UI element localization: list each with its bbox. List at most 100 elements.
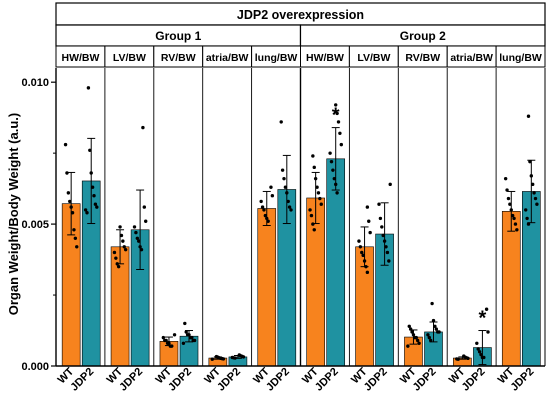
data-point bbox=[311, 222, 315, 226]
data-point bbox=[221, 357, 226, 361]
data-point bbox=[262, 208, 266, 212]
data-point bbox=[187, 333, 191, 337]
data-point bbox=[529, 174, 534, 178]
data-point bbox=[167, 341, 171, 345]
data-point bbox=[312, 228, 316, 232]
data-point bbox=[430, 301, 434, 306]
data-point bbox=[508, 202, 512, 206]
data-point bbox=[382, 239, 387, 243]
data-point bbox=[364, 264, 368, 269]
data-point bbox=[318, 196, 322, 201]
organ-label: lung/BW bbox=[255, 52, 298, 64]
data-point bbox=[190, 335, 194, 340]
data-point bbox=[164, 338, 168, 343]
data-point bbox=[335, 191, 339, 195]
data-point bbox=[431, 318, 436, 323]
data-point bbox=[65, 171, 69, 175]
data-point bbox=[184, 330, 188, 334]
data-point bbox=[385, 250, 390, 255]
data-point bbox=[88, 148, 92, 153]
data-point bbox=[384, 245, 388, 249]
data-point bbox=[66, 191, 71, 195]
organ-box bbox=[495, 45, 546, 68]
data-point bbox=[510, 213, 515, 218]
data-point bbox=[69, 205, 73, 209]
data-point bbox=[259, 199, 263, 204]
bar bbox=[501, 211, 521, 367]
data-point bbox=[381, 233, 385, 238]
organ-label: atria/BW bbox=[450, 52, 493, 64]
data-point bbox=[90, 185, 95, 189]
data-point bbox=[533, 196, 538, 201]
data-point bbox=[526, 114, 531, 118]
organ-label: HW/BW bbox=[61, 52, 99, 64]
data-point bbox=[486, 330, 490, 334]
data-point bbox=[93, 202, 98, 206]
data-point bbox=[332, 176, 337, 181]
data-point bbox=[433, 324, 437, 328]
data-point bbox=[260, 205, 265, 209]
x-tick-label: JDP2 bbox=[362, 366, 390, 394]
data-point bbox=[335, 111, 339, 116]
x-tick-label: JDP2 bbox=[117, 366, 145, 394]
organ-label: RV/BW bbox=[405, 52, 440, 64]
bars: ** bbox=[61, 86, 541, 367]
data-point bbox=[509, 208, 513, 212]
data-point bbox=[466, 356, 470, 361]
bar bbox=[110, 246, 130, 367]
data-point bbox=[210, 357, 214, 361]
data-point bbox=[63, 142, 68, 147]
data-point bbox=[266, 219, 270, 223]
data-point bbox=[282, 176, 286, 181]
data-point bbox=[114, 256, 118, 260]
data-point bbox=[115, 262, 119, 266]
data-point bbox=[526, 222, 531, 226]
x-tick-label: JDP2 bbox=[460, 366, 488, 394]
data-point bbox=[287, 205, 292, 209]
data-point bbox=[319, 202, 323, 206]
data-point bbox=[334, 182, 338, 187]
data-point bbox=[134, 230, 138, 235]
x-tick-label: JDP2 bbox=[264, 366, 292, 394]
data-point bbox=[426, 333, 430, 337]
organ-label: atria/BW bbox=[206, 52, 249, 64]
data-point bbox=[70, 211, 75, 215]
group-label: Group 2 bbox=[400, 29, 446, 43]
data-point bbox=[161, 335, 166, 340]
data-point bbox=[339, 142, 344, 147]
data-point bbox=[83, 208, 88, 212]
data-point bbox=[411, 333, 416, 337]
data-point bbox=[92, 194, 96, 198]
data-point bbox=[338, 131, 342, 135]
data-point bbox=[85, 211, 89, 215]
y-tick-label: 0.005 bbox=[21, 219, 49, 231]
data-point bbox=[241, 355, 246, 359]
data-point bbox=[476, 347, 480, 351]
data-point bbox=[358, 245, 363, 249]
data-point bbox=[192, 338, 197, 343]
y-axis-label: Organ Weight/Body Weight (a.u.) bbox=[6, 113, 21, 315]
data-point bbox=[122, 245, 126, 249]
data-point bbox=[316, 191, 321, 195]
organ-label: HW/BW bbox=[306, 52, 344, 64]
organ-label: lung/BW bbox=[499, 52, 542, 64]
data-point bbox=[362, 259, 367, 263]
data-point bbox=[331, 168, 335, 172]
data-point bbox=[135, 236, 140, 240]
data-point bbox=[406, 344, 410, 348]
x-tick-label: JDP2 bbox=[313, 366, 341, 394]
data-point bbox=[142, 205, 147, 209]
data-point bbox=[138, 245, 142, 249]
y-tick-label: 0.010 bbox=[21, 77, 49, 89]
x-tick-label: JDP2 bbox=[508, 366, 536, 394]
data-point bbox=[477, 350, 482, 354]
data-point bbox=[73, 236, 78, 240]
data-point bbox=[75, 245, 79, 249]
data-point bbox=[525, 216, 529, 221]
data-point bbox=[415, 338, 420, 343]
data-point bbox=[414, 335, 418, 340]
data-point bbox=[328, 151, 332, 155]
data-point bbox=[357, 239, 361, 243]
data-point bbox=[311, 154, 315, 158]
data-point bbox=[269, 185, 273, 189]
